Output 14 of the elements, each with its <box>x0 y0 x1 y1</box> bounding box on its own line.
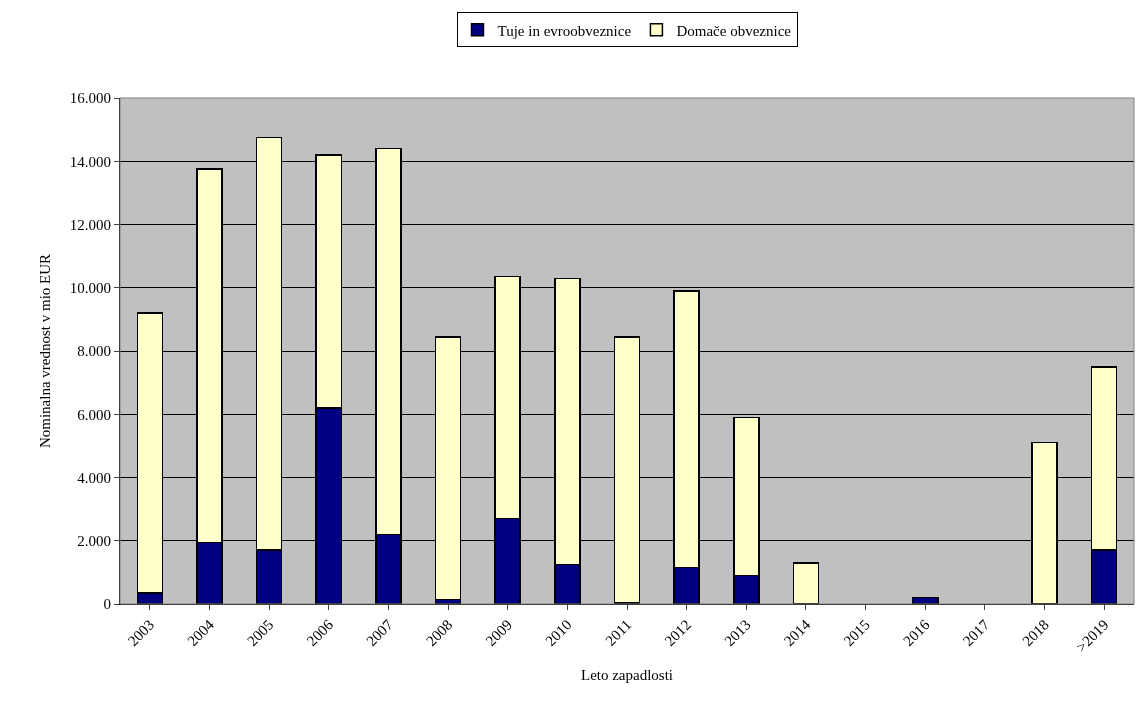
y-tick-label: 0 <box>103 596 111 613</box>
y-axis-title: Nominalna vrednost v mio EUR <box>37 253 53 449</box>
y-tick-label: 16.000 <box>69 90 111 107</box>
y-tick-label: 6.000 <box>77 406 111 423</box>
y-tick-label: 10.000 <box>69 280 111 296</box>
x-tick-label: 2011 <box>602 616 635 649</box>
y-tick-label: 14.000 <box>69 153 111 170</box>
y-tick-label: 8.000 <box>77 343 111 360</box>
legend-label: Domače obveznice <box>676 22 792 39</box>
x-axis-title: Leto zapadlosti <box>580 667 674 684</box>
legend-label: Tuje in evroobveznice <box>497 22 632 39</box>
y-tick-label: 4.000 <box>77 469 111 486</box>
y-tick-label: 12.000 <box>69 216 111 233</box>
y-tick-label: 2.000 <box>77 533 111 549</box>
